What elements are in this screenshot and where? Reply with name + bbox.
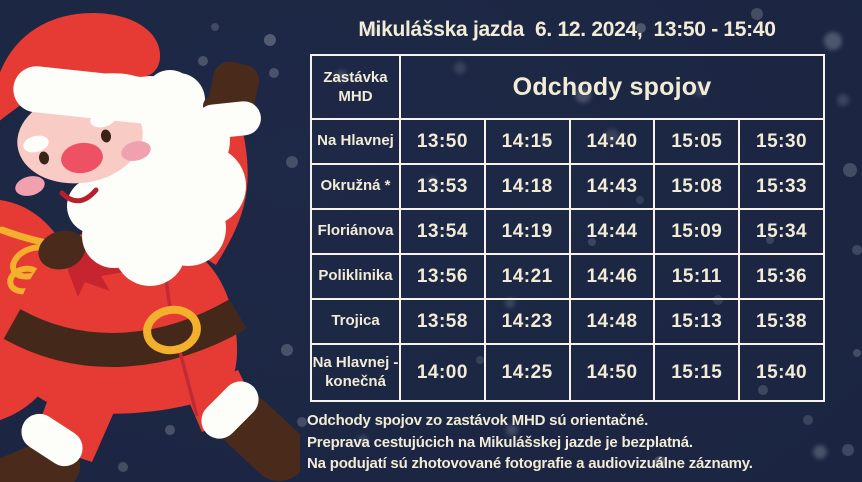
time-cell: 15:34 bbox=[738, 208, 825, 255]
santa-right-leg-fur bbox=[201, 381, 259, 439]
time-cell: 15:15 bbox=[653, 343, 741, 402]
santa-nose bbox=[61, 142, 103, 174]
page-title: Mikulášska jazda 6. 12. 2024, 13:50 - 15… bbox=[358, 18, 776, 41]
santa-raised-arm bbox=[196, 61, 261, 139]
time-cell: 14:19 bbox=[483, 208, 571, 255]
santa-hat-brim bbox=[13, 66, 185, 126]
time-cell: 15:33 bbox=[738, 163, 825, 210]
time-cell: 15:38 bbox=[738, 298, 825, 345]
time-cell: 14:44 bbox=[568, 208, 656, 255]
time-cell: 14:21 bbox=[483, 253, 571, 300]
time-cell: 15:08 bbox=[653, 163, 741, 210]
time-cell: 14:15 bbox=[483, 118, 571, 165]
footer-notes: Odchody spojov zo zastávok MHD sú orient… bbox=[307, 410, 828, 475]
table-row: Okružná * 13:53 14:18 14:43 15:08 15:33 bbox=[310, 163, 825, 210]
santa-body bbox=[0, 129, 300, 482]
santa-illustration bbox=[0, 12, 300, 482]
time-cell: 14:46 bbox=[568, 253, 656, 300]
time-cell: 15:13 bbox=[653, 298, 741, 345]
table-row: Floriánova 13:54 14:19 14:44 15:09 15:34 bbox=[310, 208, 825, 255]
time-cell: 15:09 bbox=[653, 208, 741, 255]
stop-cell: Na Hlavnej bbox=[310, 118, 401, 165]
time-cell: 15:30 bbox=[738, 118, 825, 165]
departures-table: Zastávka MHD Odchody spojov Na Hlavnej 1… bbox=[310, 54, 825, 402]
note-line: Odchody spojov zo zastávok MHD sú orient… bbox=[307, 412, 649, 429]
time-cell: 13:58 bbox=[399, 298, 486, 345]
santa-belt bbox=[3, 299, 247, 367]
stop-cell: Okružná * bbox=[310, 163, 401, 210]
time-cell: 14:43 bbox=[568, 163, 656, 210]
table-row: Trojica 13:58 14:23 14:48 15:13 15:38 bbox=[310, 298, 825, 345]
time-cell: 13:54 bbox=[399, 208, 486, 255]
stop-cell: Floriánova bbox=[310, 208, 401, 255]
time-cell: 13:53 bbox=[399, 163, 486, 210]
time-cell: 15:40 bbox=[738, 343, 825, 402]
santa-hat bbox=[0, 12, 161, 121]
stop-column-header: Zastávka MHD bbox=[310, 54, 401, 120]
santa-belt-buckle bbox=[143, 305, 201, 355]
time-cell: 13:56 bbox=[399, 253, 486, 300]
time-cell: 14:48 bbox=[568, 298, 656, 345]
time-cell: 14:00 bbox=[399, 343, 486, 402]
time-cell: 15:05 bbox=[653, 118, 741, 165]
time-cell: 13:50 bbox=[399, 118, 486, 165]
time-cell: 15:11 bbox=[653, 253, 741, 300]
departures-header: Odchody spojov bbox=[399, 54, 825, 120]
table-header-row: Zastávka MHD Odchody spojov bbox=[310, 54, 825, 120]
time-cell: 15:36 bbox=[738, 253, 825, 300]
table-row: Na Hlavnej -konečná 14:00 14:25 14:50 15… bbox=[310, 343, 825, 402]
stop-cell: Trojica bbox=[310, 298, 401, 345]
table-row: Na Hlavnej 13:50 14:15 14:40 15:05 15:30 bbox=[310, 118, 825, 165]
time-cell: 14:18 bbox=[483, 163, 571, 210]
santa-left-mitten bbox=[38, 230, 86, 270]
note-line: Na podujatí sú zhotovované fotografie a … bbox=[307, 455, 753, 472]
stop-cell: Poliklinika bbox=[310, 253, 401, 300]
santa-left-leg-fur bbox=[21, 413, 83, 467]
time-cell: 14:25 bbox=[483, 343, 571, 402]
time-cell: 14:40 bbox=[568, 118, 656, 165]
table-row: Poliklinika 13:56 14:21 14:46 15:11 15:3… bbox=[310, 253, 825, 300]
stop-cell: Na Hlavnej -konečná bbox=[310, 343, 401, 402]
timetable-panel: Mikulášska jazda 6. 12. 2024, 13:50 - 15… bbox=[306, 18, 828, 475]
santa-face bbox=[0, 12, 205, 204]
note-line: Preprava cestujúcich na Mikulášskej jazd… bbox=[307, 433, 693, 451]
time-cell: 14:50 bbox=[568, 343, 656, 402]
time-cell: 14:23 bbox=[483, 298, 571, 345]
